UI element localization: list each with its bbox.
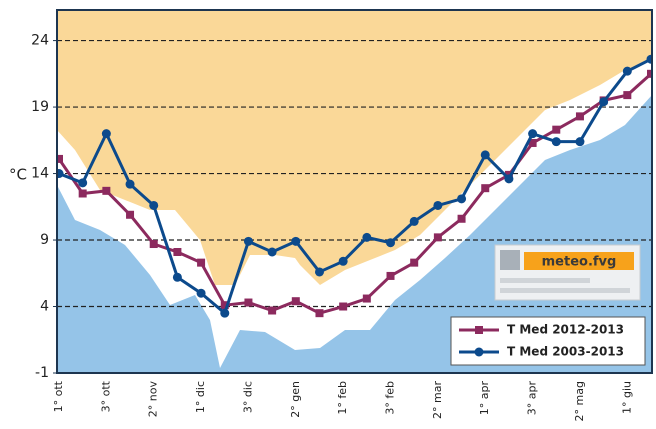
point-marker [291, 297, 300, 306]
logo-text: meteo.fvg [542, 255, 617, 270]
plot-frame [56, 9, 653, 374]
point-marker [622, 66, 632, 76]
legend-marker [474, 347, 484, 357]
climate-bands [57, 10, 652, 373]
point-marker [126, 210, 135, 219]
point-marker [339, 302, 348, 311]
point-marker [386, 238, 396, 248]
max-band [57, 10, 652, 285]
x-tick-label: 2° gen [289, 381, 302, 418]
point-marker [551, 137, 561, 147]
point-marker [386, 271, 395, 280]
logo-line [500, 288, 630, 293]
point-marker [197, 258, 206, 267]
point-marker [268, 306, 277, 315]
y-tick-label: 19 [31, 99, 49, 115]
point-marker [528, 129, 538, 139]
logo-banner [524, 252, 634, 270]
point-marker [433, 233, 442, 242]
x-tick-label: 1° feb [336, 381, 349, 415]
x-tick-label: 3° feb [384, 381, 397, 415]
series-lines [57, 54, 652, 318]
point-marker [57, 154, 63, 163]
y-tick-label: 14 [31, 166, 49, 182]
point-marker [338, 256, 348, 266]
point-marker [362, 294, 371, 303]
point-marker [481, 184, 490, 193]
point-marker [457, 214, 466, 223]
point-marker [243, 236, 253, 246]
point-marker [362, 232, 372, 242]
logo-line [500, 278, 590, 283]
legend-box [450, 316, 646, 366]
x-tick-label: 3° ott [99, 380, 112, 412]
x-tick-label: 2° nov [147, 381, 160, 418]
x-tick-label: 1° giu [620, 381, 633, 414]
y-axis-label: °C [9, 166, 27, 184]
point-marker [599, 97, 609, 107]
point-marker [125, 179, 135, 189]
point-marker [314, 267, 324, 277]
x-tick-label: 1° apr [478, 381, 491, 416]
point-marker [433, 200, 443, 210]
point-marker [291, 236, 301, 246]
point-marker [101, 129, 111, 139]
y-tick-label: 24 [31, 33, 49, 49]
y-tick-label: 9 [40, 232, 49, 248]
point-marker [102, 186, 111, 195]
y-tick-label: -1 [35, 365, 49, 381]
point-marker [457, 194, 467, 204]
point-marker [646, 54, 652, 64]
legend: T Med 2012-2013 T Med 2003-2013 [450, 316, 646, 366]
x-tick-label: 1° dic [194, 381, 207, 413]
point-marker [78, 178, 88, 188]
point-marker [267, 247, 277, 257]
point-marker [78, 189, 87, 198]
legend-label: T Med 2012-2013 [507, 323, 624, 337]
point-marker [409, 216, 419, 226]
point-marker [410, 258, 419, 267]
point-marker [149, 240, 158, 249]
point-marker [220, 308, 230, 318]
point-marker [504, 174, 514, 184]
x-tick-label: 2° mar [431, 381, 444, 419]
point-marker [480, 150, 490, 160]
legend-marker [475, 326, 483, 334]
x-tick-label: 1° ott [52, 380, 65, 412]
point-marker [57, 169, 64, 179]
logo-icon [500, 250, 520, 270]
point-marker [623, 91, 632, 100]
legend-label: T Med 2003-2013 [507, 345, 624, 359]
min-band [57, 95, 652, 373]
point-marker [315, 309, 324, 318]
point-marker [172, 272, 182, 282]
point-marker [528, 138, 537, 147]
point-marker [196, 288, 206, 298]
x-tick-label: 3° apr [526, 381, 539, 416]
point-marker [575, 137, 585, 147]
point-marker [173, 248, 182, 256]
point-marker [149, 200, 159, 210]
point-marker [552, 125, 561, 134]
y-tick-label: 4 [40, 299, 49, 315]
x-tick-label: 3° dic [241, 381, 254, 413]
point-marker [244, 298, 253, 307]
point-marker [575, 112, 584, 121]
point-marker [647, 69, 652, 78]
logo: meteo.fvg [494, 244, 641, 301]
point-marker [220, 301, 229, 310]
x-tick-label: 2° mag [573, 381, 586, 421]
